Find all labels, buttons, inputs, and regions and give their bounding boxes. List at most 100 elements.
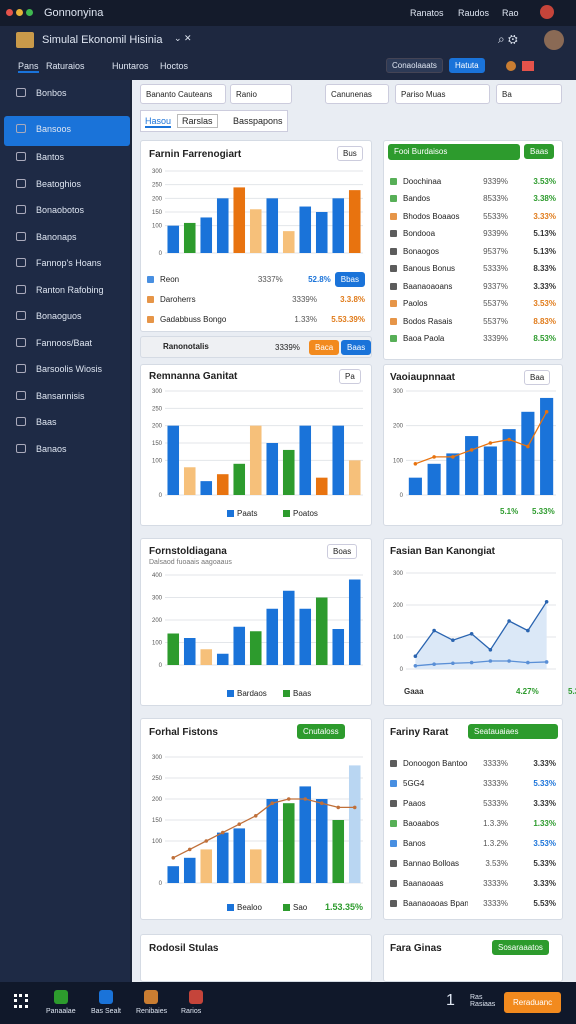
row-value: 3333% (483, 878, 508, 888)
app-label[interactable]: Panaalae (46, 1008, 76, 1015)
y-tick-label: 0 (159, 251, 163, 257)
button[interactable]: Boas (327, 544, 358, 559)
button[interactable]: Fooi Burdaisos (388, 144, 520, 160)
bar (348, 190, 361, 253)
sidebar-item[interactable]: Fannop's Hoans (36, 258, 102, 268)
sidebar-item[interactable]: Banonaps (36, 231, 77, 242)
button[interactable]: Conaolaaats (386, 58, 443, 73)
point (526, 660, 530, 665)
list-row: Bonaogos 9537% 5.13% (390, 243, 556, 259)
subtab[interactable]: Rarslas (177, 114, 218, 128)
list-row: 5GG4 3333% 5.33% (390, 775, 556, 791)
window-bar: Gonnonyina Ranatos Raudos Rao (0, 0, 576, 26)
bar (315, 799, 328, 883)
app-icon (189, 990, 203, 1004)
row-value: 3333% (483, 758, 508, 768)
sidebar-item[interactable]: Fannoos/Baat (36, 337, 93, 348)
row-change: 3.33% (533, 281, 556, 291)
sidebar-item[interactable]: Bonaoguos (36, 311, 82, 321)
button[interactable]: Baas (524, 144, 555, 159)
tab[interactable]: Raturaios (46, 61, 85, 71)
y-tick-label: 300 (393, 571, 404, 577)
app-label[interactable]: Rarios (181, 1008, 202, 1015)
row-value: 9537% (483, 246, 508, 256)
sidebar-item[interactable]: Beatoghios (36, 178, 82, 189)
app-title[interactable]: Simulal Ekonomil Hisinia (42, 34, 163, 46)
icon (16, 258, 26, 267)
button[interactable]: Pa (339, 369, 361, 384)
icon (390, 212, 397, 220)
button[interactable]: Baas (341, 340, 372, 355)
button[interactable]: Baca (309, 340, 340, 355)
button[interactable]: Baa (524, 370, 551, 385)
filter-dropdown[interactable]: Bananto Cauteans (140, 84, 226, 104)
tab[interactable]: Huntaros (112, 61, 149, 71)
card-title: Fariny Rarat (390, 727, 449, 738)
row-label: Bonaogos (403, 246, 440, 256)
point (432, 628, 436, 633)
card-title: Fornstoldiagana (149, 546, 227, 557)
icon (16, 390, 26, 400)
point (237, 822, 242, 826)
y-tick-label: 150 (152, 441, 163, 447)
row-label: Doochinaa (403, 176, 442, 186)
y-tick-label: 250 (152, 183, 163, 189)
row-change: 5.33% (533, 858, 556, 868)
icon (390, 177, 397, 185)
sidebar-item[interactable]: Ranton Rafobing (36, 284, 104, 295)
subtab[interactable]: Hasou (145, 116, 172, 128)
window-title: Gonnonyina (44, 7, 104, 19)
list-row: Daroherrs 3339% 3.3.8% (147, 291, 365, 307)
y-tick-label: 200 (152, 797, 163, 803)
point (413, 654, 418, 658)
tab[interactable]: Hoctos (160, 61, 189, 71)
y-tick-label: 100 (152, 224, 163, 230)
sidebar-item[interactable]: Bantos (36, 152, 65, 162)
filter-dropdown[interactable]: Ranio (230, 84, 292, 104)
app-label[interactable]: Bas Sealt (91, 1008, 121, 1015)
button[interactable]: Reraduanc (504, 992, 562, 1013)
icon (16, 417, 26, 426)
row-change: 3.3.8% (340, 294, 365, 304)
value: 1.53.35% (325, 902, 364, 912)
filter-dropdown[interactable]: Canunenas (325, 84, 389, 104)
button[interactable]: Bbas (334, 271, 365, 287)
sidebar-item[interactable]: Baas (36, 417, 57, 427)
sidebar-item[interactable]: Bonbos (36, 88, 67, 98)
button[interactable]: Seatauaiaes (468, 724, 558, 739)
app-label[interactable]: Renibaies (136, 1008, 168, 1015)
point (432, 455, 436, 459)
sidebar-item[interactable]: Barsoolis Wiosis (36, 364, 103, 374)
button[interactable]: Hatuta (449, 58, 485, 73)
clock: Ras Rasiaas (470, 994, 496, 1008)
bar (348, 765, 361, 883)
sidebar-item[interactable]: Bonaobotos (36, 205, 85, 215)
button[interactable]: Bus (337, 146, 363, 161)
icon (390, 799, 397, 807)
start-icon (14, 994, 28, 1008)
filter-dropdown[interactable]: Pariso Muas (395, 84, 490, 104)
sidebar-item[interactable]: Bansoos (36, 124, 72, 134)
row-label: Paolos (403, 299, 428, 308)
filter-dropdown[interactable]: Ba (496, 84, 562, 104)
y-tick-label: 100 (152, 839, 163, 845)
footer-value: 5.33% (568, 687, 576, 696)
list-row: Baoa Paola 3339% 8.53% (390, 331, 556, 347)
icon (16, 284, 26, 294)
row-change: 5.53% (533, 898, 556, 908)
button[interactable]: Cnutaloss (297, 724, 345, 739)
sidebar-item[interactable]: Bansannisis (36, 390, 85, 401)
list-row: Bondooa 9339% 5.13% (390, 226, 556, 242)
subtab[interactable]: Basspapons (233, 116, 283, 126)
point (488, 441, 493, 445)
bar (249, 425, 262, 495)
row-label: Baanaoaas (403, 878, 444, 888)
list-row: Bandos 8533% 3.38% (390, 191, 556, 207)
tab[interactable]: Pans (18, 61, 39, 73)
point (253, 814, 258, 818)
button[interactable]: Sosaraaatos (492, 940, 549, 955)
sidebar-item[interactable]: Banaos (36, 443, 67, 454)
bar (427, 463, 441, 495)
icon (390, 282, 397, 290)
row-label: Banos (403, 838, 426, 848)
